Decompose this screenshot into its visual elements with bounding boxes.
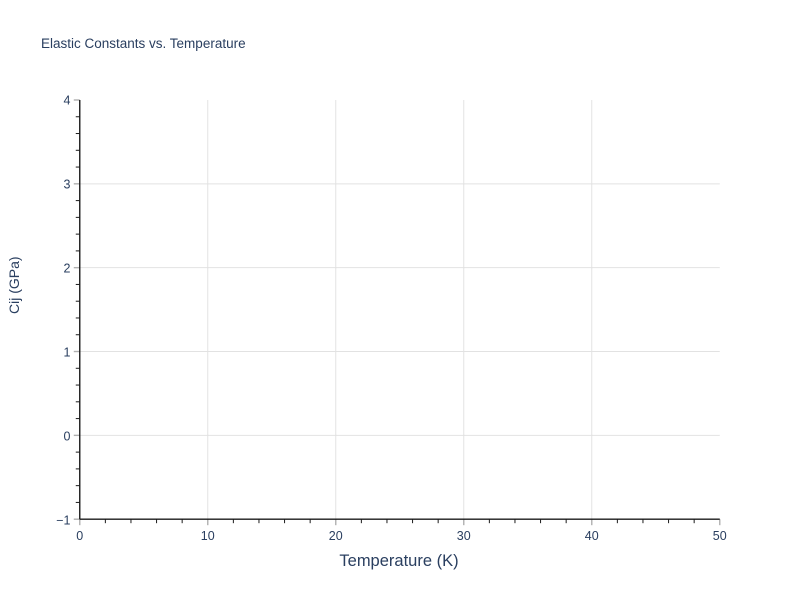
svg-text:3: 3 — [64, 178, 71, 192]
svg-text:1: 1 — [64, 346, 71, 360]
svg-text:50: 50 — [713, 529, 727, 543]
svg-text:10: 10 — [201, 529, 215, 543]
svg-text:−1: −1 — [56, 514, 70, 528]
svg-text:20: 20 — [329, 529, 343, 543]
svg-text:40: 40 — [585, 529, 599, 543]
svg-text:2: 2 — [64, 262, 71, 276]
svg-text:0: 0 — [76, 529, 83, 543]
svg-text:30: 30 — [457, 529, 471, 543]
svg-text:4: 4 — [64, 94, 71, 108]
svg-text:0: 0 — [64, 430, 71, 444]
